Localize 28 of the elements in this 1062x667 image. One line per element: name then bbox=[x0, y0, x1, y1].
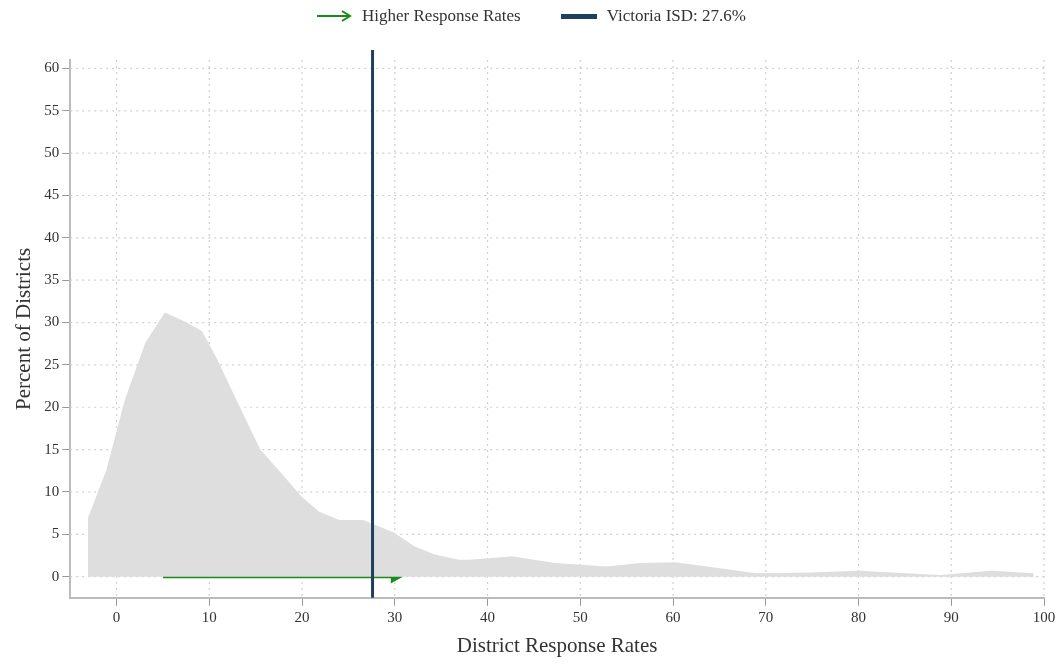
x-tick-label: 70 bbox=[758, 608, 774, 625]
x-tick-label: 60 bbox=[665, 608, 681, 625]
x-tick-label: 90 bbox=[943, 608, 959, 625]
x-tick-label: 20 bbox=[294, 608, 310, 625]
y-tick-label: 35 bbox=[44, 271, 60, 288]
y-tick-label: 30 bbox=[44, 313, 60, 330]
y-tick-label: 25 bbox=[44, 355, 60, 372]
x-tick-label: 50 bbox=[572, 608, 588, 625]
y-tick-label: 50 bbox=[44, 144, 60, 161]
y-tick-label: 60 bbox=[44, 59, 60, 76]
legend-label: Victoria ISD: 27.6% bbox=[606, 6, 746, 26]
y-tick-label: 0 bbox=[51, 567, 60, 584]
y-tick-label: 15 bbox=[44, 440, 60, 457]
x-tick-label: 0 bbox=[112, 608, 121, 625]
y-tick-label: 20 bbox=[44, 398, 60, 415]
y-axis-title: Percent of Districts bbox=[11, 247, 36, 410]
x-tick-label: 30 bbox=[387, 608, 403, 625]
x-axis-title: District Response Rates bbox=[456, 632, 658, 657]
legend-label: Higher Response Rates bbox=[362, 6, 521, 26]
y-tick-label: 5 bbox=[51, 525, 60, 542]
y-tick-label: 55 bbox=[44, 101, 60, 118]
y-tick-label: 40 bbox=[44, 228, 60, 245]
x-tick-label: 80 bbox=[851, 608, 867, 625]
y-tick-label: 45 bbox=[44, 186, 60, 203]
x-tick-label: 40 bbox=[480, 608, 496, 625]
x-tick-label: 10 bbox=[201, 608, 217, 625]
x-tick-label: 100 bbox=[1032, 608, 1056, 625]
y-tick-label: 10 bbox=[44, 482, 60, 499]
